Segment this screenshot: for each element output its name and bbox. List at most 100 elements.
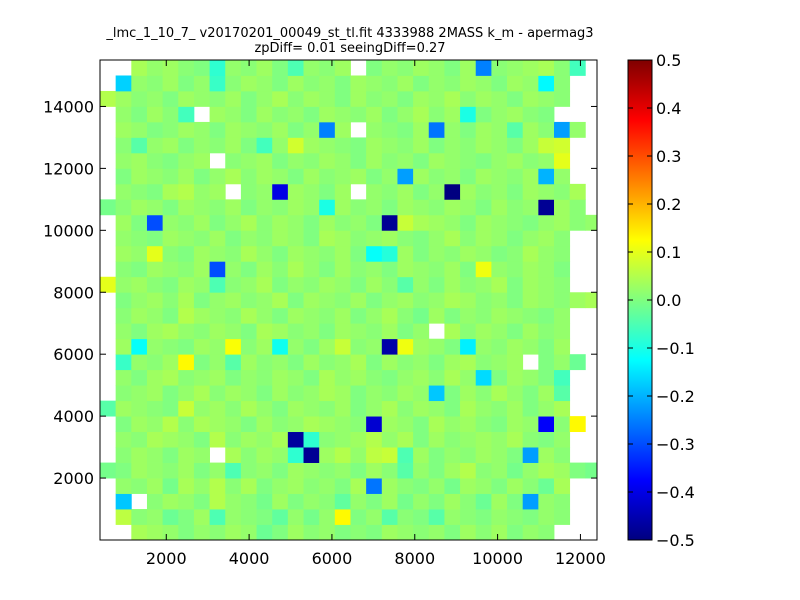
heatmap-cell (303, 261, 320, 278)
heatmap-cell (303, 168, 320, 185)
heatmap-cell (366, 431, 383, 448)
heatmap-cell (413, 478, 430, 494)
y-tick-label: 10000 (43, 221, 94, 240)
heatmap-cell (460, 60, 477, 76)
heatmap-cell (381, 354, 398, 371)
heatmap-cell (131, 447, 148, 463)
heatmap-cell (115, 199, 132, 216)
heatmap-cell (225, 447, 242, 463)
heatmap-cell (100, 199, 117, 216)
heatmap-cell (522, 276, 539, 293)
heatmap-cell (319, 524, 336, 541)
heatmap-cell (350, 276, 367, 293)
heatmap-cell (162, 106, 179, 123)
heatmap-cell (413, 276, 430, 293)
heatmap-cell (131, 416, 148, 433)
heatmap-cell (272, 416, 289, 433)
heatmap-cell (350, 493, 367, 510)
heatmap-cell (272, 75, 289, 92)
heatmap-cell (334, 245, 351, 262)
heatmap-cell (413, 323, 430, 340)
heatmap-cell (538, 75, 555, 92)
heatmap-cell (350, 214, 367, 231)
heatmap-cell (209, 493, 226, 510)
heatmap-cell (428, 168, 445, 185)
heatmap-cell (319, 431, 336, 448)
heatmap-cell (460, 152, 477, 169)
heatmap-cell (162, 462, 179, 479)
heatmap-cell (366, 152, 383, 169)
heatmap-cell (413, 369, 430, 386)
heatmap-cell (507, 369, 524, 386)
heatmap-cell (444, 183, 461, 200)
heatmap-cell (554, 493, 571, 510)
heatmap-cell (460, 385, 477, 402)
heatmap-cell (115, 292, 132, 309)
heatmap-cell (381, 323, 398, 340)
heatmap-cell (146, 168, 164, 185)
heatmap-cell (256, 369, 273, 386)
heatmap-cell (350, 338, 367, 355)
heatmap-cell (303, 416, 320, 433)
heatmap-cell (115, 462, 132, 479)
heatmap-cell (178, 462, 195, 479)
heatmap-cell (225, 75, 242, 92)
heatmap-cell (256, 385, 273, 402)
heatmap-cell (193, 121, 210, 138)
heatmap-cell (522, 338, 539, 355)
heatmap-cell (256, 168, 273, 185)
heatmap-cell (240, 385, 257, 402)
heatmap-cell (225, 137, 242, 154)
heatmap-cell (272, 447, 289, 463)
heatmap-cell (554, 90, 571, 107)
heatmap-cell (240, 90, 257, 107)
heatmap-cell (209, 183, 226, 200)
heatmap-cell (350, 509, 367, 525)
heatmap-cell (428, 199, 445, 216)
heatmap-cell (460, 323, 477, 340)
heatmap-cell (554, 75, 571, 92)
heatmap-cell (131, 431, 148, 448)
heatmap-cell (554, 462, 571, 479)
heatmap-cell (397, 245, 414, 262)
heatmap-cell (444, 214, 461, 231)
heatmap-cell (381, 90, 398, 107)
heatmap-cell (460, 230, 477, 247)
heatmap-cell (491, 75, 508, 92)
heatmap-cell (131, 90, 148, 107)
heatmap-cell (193, 385, 210, 402)
heatmap-cell (554, 400, 571, 417)
heatmap-cell (256, 245, 273, 262)
heatmap-cell (491, 137, 508, 154)
heatmap-cell (303, 137, 320, 154)
heatmap-cell (366, 509, 383, 525)
heatmap-cell (350, 168, 367, 185)
colorbar-tick-label: −0.3 (656, 435, 695, 454)
heatmap-cell (444, 385, 461, 402)
heatmap-cell (381, 106, 398, 123)
heatmap-cell (538, 509, 555, 525)
heatmap-cell (460, 199, 477, 216)
heatmap-cell (131, 230, 148, 247)
heatmap-cell (491, 121, 508, 138)
heatmap-cell (162, 478, 179, 494)
heatmap-cell (475, 493, 492, 510)
heatmap-cell (131, 462, 148, 479)
heatmap-cell (334, 447, 351, 463)
heatmap-cell (115, 214, 132, 231)
heatmap-cell (554, 137, 571, 154)
heatmap-cell (554, 509, 571, 525)
heatmap-cell (162, 509, 179, 525)
heatmap-cell (522, 90, 539, 107)
chart-title-line2: zpDiff= 0.01 seeingDiff=0.27 (254, 41, 445, 56)
heatmap-cell (256, 509, 273, 525)
heatmap-cell (397, 385, 414, 402)
heatmap-cell (115, 385, 132, 402)
heatmap-cell (115, 75, 132, 92)
heatmap-cell (240, 524, 257, 541)
heatmap-cell (287, 183, 304, 200)
heatmap-cell (287, 478, 304, 494)
heatmap-cell (115, 493, 132, 510)
heatmap-cell (334, 509, 351, 525)
heatmap-cell (319, 75, 336, 92)
